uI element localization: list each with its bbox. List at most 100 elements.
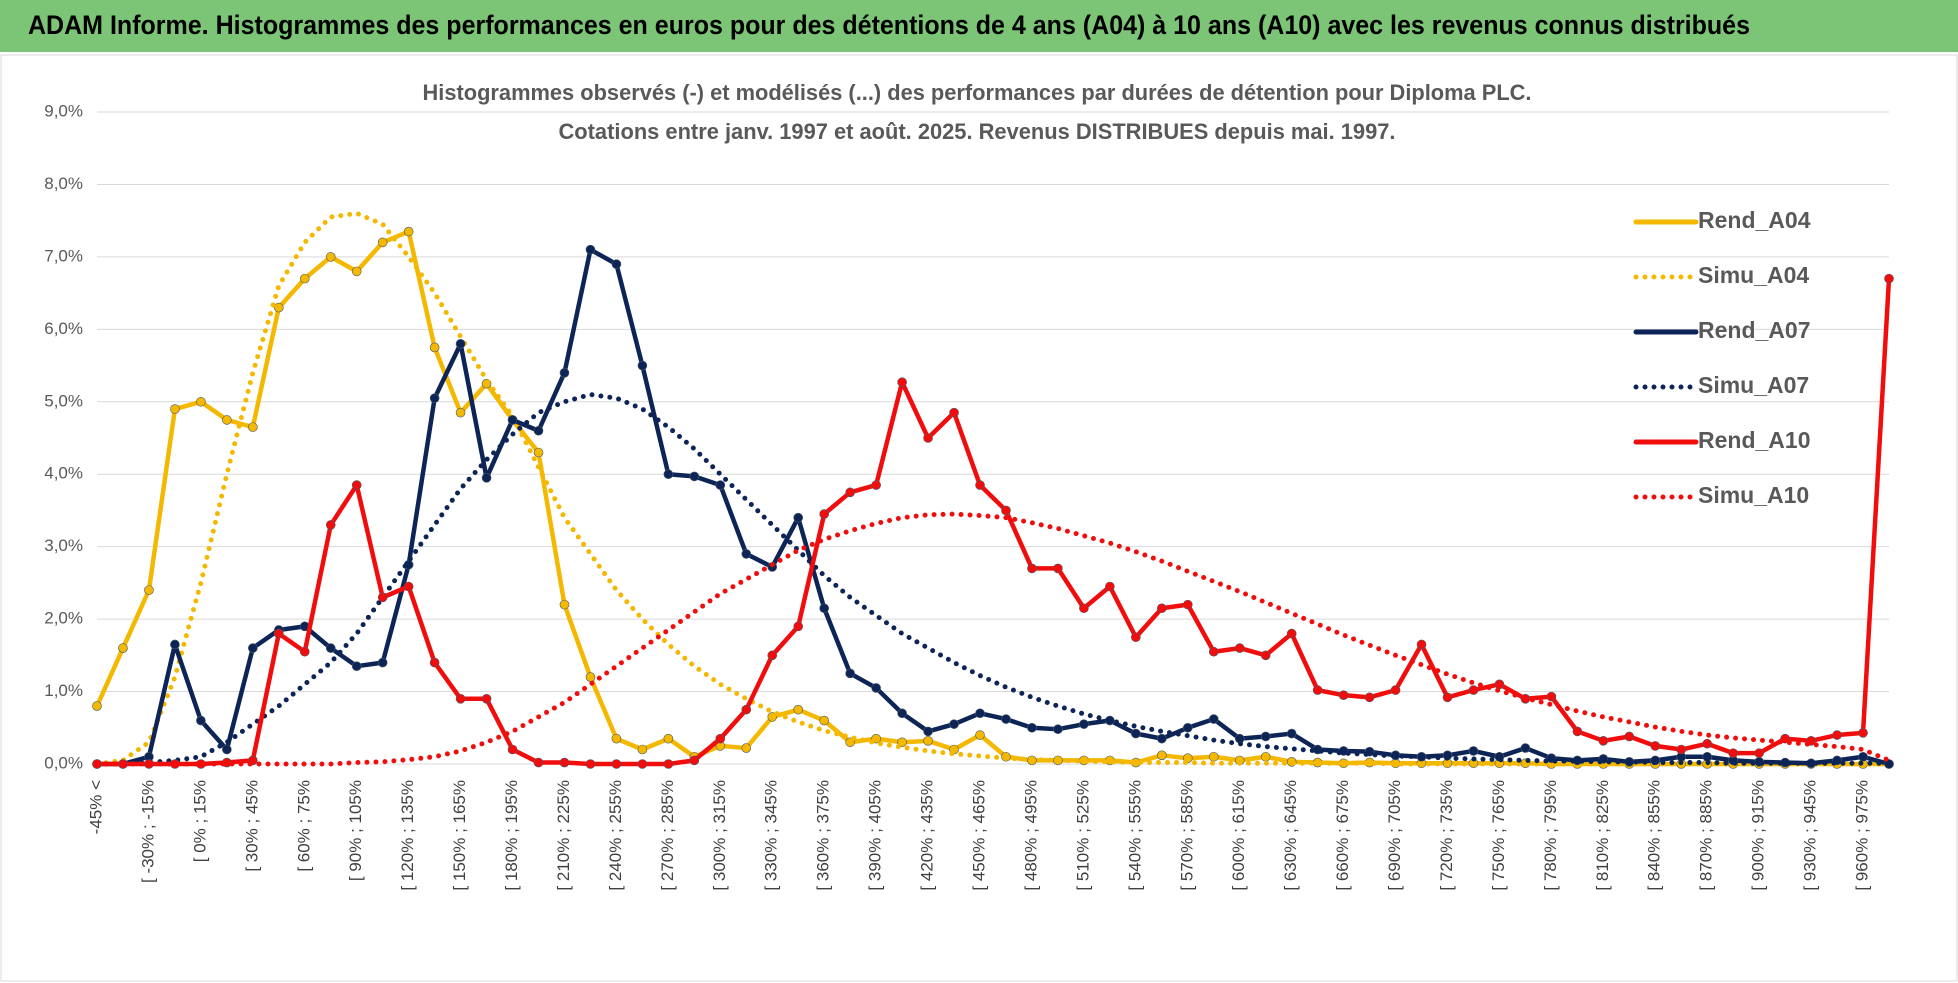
data-point bbox=[351, 266, 362, 277]
data-point bbox=[533, 447, 544, 458]
x-tick-label: [ 30% ; 45% bbox=[242, 780, 261, 872]
data-point bbox=[819, 603, 829, 614]
x-tick-label: [ 690% ; 705% bbox=[1385, 780, 1404, 891]
data-point bbox=[1157, 750, 1167, 761]
data-point bbox=[637, 744, 648, 755]
x-tick-label: [ 240% ; 255% bbox=[606, 780, 625, 891]
data-point bbox=[533, 757, 544, 768]
frame bbox=[0, 54, 1958, 982]
data-point bbox=[1079, 719, 1089, 729]
x-tick-label: [ 0% ; 15% bbox=[190, 780, 209, 862]
data-point bbox=[1286, 628, 1297, 639]
data-point bbox=[845, 668, 855, 679]
data-point bbox=[767, 650, 778, 661]
data-point bbox=[1105, 581, 1115, 592]
data-point bbox=[611, 759, 622, 769]
data-point bbox=[481, 473, 492, 483]
data-point bbox=[1131, 632, 1141, 643]
data-point bbox=[949, 719, 959, 729]
data-point bbox=[1390, 685, 1401, 695]
data-point bbox=[248, 422, 258, 432]
data-point bbox=[455, 339, 466, 349]
legend-label: Rend_A07 bbox=[1698, 317, 1810, 343]
data-point bbox=[663, 733, 674, 744]
data-point bbox=[429, 342, 440, 353]
data-point bbox=[533, 425, 544, 436]
data-point bbox=[689, 755, 700, 766]
x-tick-label: [ 90% ; 105% bbox=[346, 780, 365, 881]
data-point bbox=[1001, 714, 1011, 724]
data-point bbox=[611, 259, 622, 269]
x-tick-label: [ 60% ; 75% bbox=[294, 780, 313, 872]
data-point bbox=[1442, 692, 1453, 703]
x-tick-label: [ -30% ; -15% bbox=[138, 780, 157, 883]
y-tick-label: 9,0% bbox=[44, 101, 83, 120]
data-point bbox=[1157, 733, 1167, 744]
data-point bbox=[1001, 505, 1011, 516]
data-point bbox=[1598, 736, 1609, 746]
data-point bbox=[196, 715, 206, 726]
x-tick-label: [ 600% ; 615% bbox=[1229, 780, 1248, 891]
y-tick-label: 0,0% bbox=[44, 753, 83, 772]
y-tick-label: 1,0% bbox=[44, 681, 83, 700]
legend-label: Simu_A04 bbox=[1698, 262, 1809, 288]
data-point bbox=[1572, 726, 1583, 737]
x-tick-label: [ 210% ; 225% bbox=[554, 780, 573, 891]
data-point bbox=[1234, 643, 1245, 653]
data-point bbox=[92, 701, 102, 711]
data-point bbox=[325, 252, 336, 262]
data-point bbox=[793, 704, 804, 715]
y-tick-label: 7,0% bbox=[44, 246, 83, 265]
data-point bbox=[1494, 679, 1505, 690]
data-point bbox=[1079, 603, 1089, 614]
data-point bbox=[845, 737, 855, 748]
data-point bbox=[897, 708, 907, 719]
data-point bbox=[1027, 722, 1037, 733]
legend-label: Simu_A10 bbox=[1698, 482, 1809, 508]
data-point bbox=[1208, 646, 1219, 657]
data-point bbox=[248, 643, 258, 653]
x-tick-label: [ 180% ; 195% bbox=[502, 780, 521, 891]
data-point bbox=[1832, 730, 1842, 740]
data-point bbox=[975, 480, 985, 490]
x-tick-label: [ 810% ; 825% bbox=[1593, 780, 1612, 891]
data-point bbox=[1468, 685, 1479, 695]
data-point bbox=[611, 733, 622, 744]
y-tick-label: 5,0% bbox=[44, 391, 83, 410]
data-point bbox=[689, 471, 700, 482]
data-point bbox=[1754, 748, 1764, 758]
data-point bbox=[222, 744, 232, 755]
data-point bbox=[767, 712, 778, 722]
data-point bbox=[1053, 724, 1063, 735]
data-point bbox=[819, 715, 829, 726]
x-tick-label: [ 450% ; 465% bbox=[969, 780, 988, 891]
data-point bbox=[923, 433, 933, 443]
data-point bbox=[1468, 746, 1479, 756]
data-point bbox=[897, 737, 907, 748]
data-point bbox=[559, 599, 570, 610]
data-point bbox=[1728, 748, 1738, 758]
observed-line bbox=[94, 276, 1892, 767]
x-tick-label: [ 900% ; 915% bbox=[1749, 780, 1768, 891]
x-tick-label: [ 510% ; 525% bbox=[1073, 780, 1092, 891]
x-tick-label: [ 120% ; 135% bbox=[398, 780, 417, 891]
data-point bbox=[1858, 751, 1868, 762]
x-tick-label: [ 840% ; 855% bbox=[1645, 780, 1664, 891]
data-point bbox=[1312, 685, 1323, 695]
data-point bbox=[1364, 692, 1375, 703]
x-tick-label: [ 330% ; 345% bbox=[762, 780, 781, 891]
data-point bbox=[637, 360, 648, 371]
data-point bbox=[1182, 599, 1193, 610]
data-point bbox=[507, 744, 518, 755]
y-tick-label: 3,0% bbox=[44, 536, 83, 555]
data-point bbox=[170, 404, 180, 414]
y-tick-label: 6,0% bbox=[44, 319, 83, 338]
data-point bbox=[715, 480, 726, 490]
data-point bbox=[1416, 639, 1427, 650]
data-point bbox=[663, 759, 674, 769]
x-tick-label: [ 360% ; 375% bbox=[814, 780, 833, 891]
data-point bbox=[845, 487, 855, 498]
data-point bbox=[1208, 714, 1219, 724]
data-point bbox=[1520, 743, 1531, 753]
